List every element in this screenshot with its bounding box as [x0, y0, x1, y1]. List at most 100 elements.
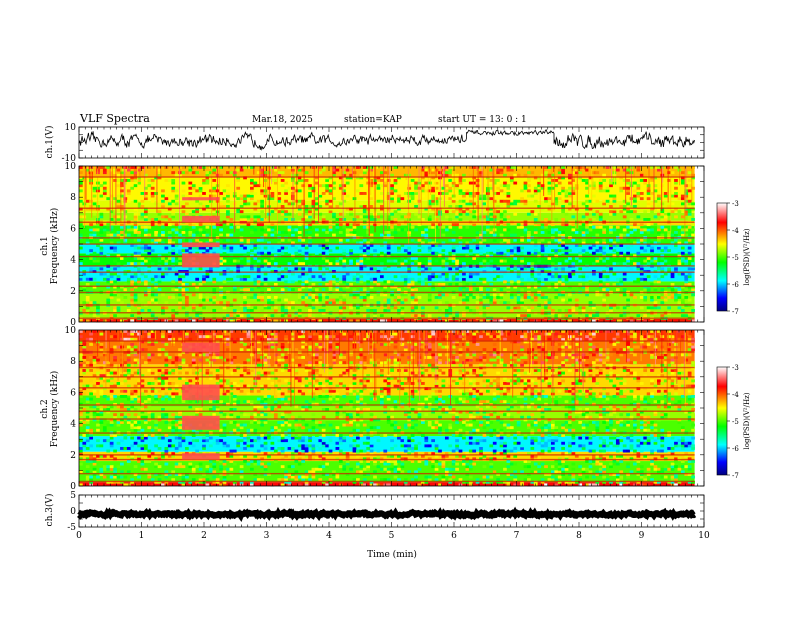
spectrogram-cell [100, 195, 104, 198]
spectrogram-cell [260, 200, 264, 203]
spectrogram-cell [223, 252, 227, 255]
spectrogram-cell [120, 364, 124, 367]
spectrogram-cell [134, 273, 138, 276]
spectrogram-cell [240, 195, 244, 198]
spectrogram-cell [400, 306, 404, 309]
spectrogram-cell [96, 309, 100, 312]
spectrogram-cell [647, 306, 651, 309]
spectrogram-cell [161, 330, 165, 333]
spectrogram-cell [349, 262, 353, 265]
spectrogram-cell [370, 179, 374, 182]
spectrogram-cell [602, 288, 606, 291]
spectrogram-cell [325, 239, 329, 242]
spectrogram-cell [530, 267, 534, 270]
spectrogram-cell [82, 346, 86, 349]
spectrogram-cell [650, 283, 654, 286]
spectrogram-cell [678, 210, 682, 213]
spectrogram-cell [277, 278, 281, 281]
spectrogram-cell [243, 306, 247, 309]
spectrogram-cell [609, 306, 613, 309]
spectrogram-cell [154, 301, 158, 304]
spectrogram-cell [151, 434, 155, 437]
spectrogram-cell [130, 398, 134, 401]
spectrogram-cell [89, 444, 93, 447]
spectrogram-cell [315, 249, 319, 252]
spectrogram-cell [599, 184, 603, 187]
spectrogram-cell [349, 252, 353, 255]
sferic-streak [691, 166, 692, 201]
spectrogram-cell [264, 283, 268, 286]
spectrogram-cell [561, 299, 565, 302]
spectrogram-cell [240, 205, 244, 208]
spectrogram-cell [110, 296, 114, 299]
spectrogram-cell [86, 252, 90, 255]
spectrogram-cell [496, 205, 500, 208]
spectrogram-cell [113, 476, 117, 479]
spectrogram-cell [100, 215, 104, 218]
spectrogram-cell [455, 267, 459, 270]
spectrogram-cell [332, 234, 336, 237]
spectrogram-cell [168, 231, 172, 234]
spectrogram-cell [141, 416, 145, 419]
spectrogram-cell [660, 210, 664, 213]
spectrogram-cell [527, 179, 531, 182]
sferic-streak [115, 166, 116, 225]
spectrogram-cell [476, 231, 480, 234]
spectrogram-cell [329, 280, 333, 283]
spectrogram-cell [599, 215, 603, 218]
spectrogram-cell [294, 260, 298, 263]
spectrogram-cell [489, 275, 493, 278]
spectrogram-cell [541, 223, 545, 226]
spectrogram-cell [520, 239, 524, 242]
spectrogram-cell [452, 197, 456, 200]
spectrogram-cell [141, 205, 145, 208]
sferic-streak [298, 166, 299, 170]
spectrogram-cell [171, 372, 175, 375]
spectrogram-cell [660, 314, 664, 317]
spectrogram-cell [294, 228, 298, 231]
spectrogram-cell [322, 226, 326, 229]
spectrogram-cell [284, 293, 288, 296]
spectrogram-cell [623, 205, 627, 208]
spectrogram-cell [431, 169, 435, 172]
sferic-streak [112, 166, 113, 211]
spectrogram-cell [154, 239, 158, 242]
spectrogram-cell [178, 249, 182, 252]
spectrogram-cell [89, 267, 93, 270]
spectrogram-cell [199, 189, 203, 192]
spectrogram-cell [524, 174, 528, 177]
spectrogram-cell [363, 273, 367, 276]
spectrogram-cell [602, 247, 606, 250]
spectrogram-cell [489, 218, 493, 221]
spectrogram-cell [609, 309, 613, 312]
spectrogram-cell [161, 348, 165, 351]
spectrogram-cell [281, 184, 285, 187]
spectrogram-cell [267, 299, 271, 302]
spectrogram-cell [428, 260, 432, 263]
spectrogram-cell [339, 231, 343, 234]
spectrogram-cell [442, 260, 446, 263]
spectrogram-cell [171, 228, 175, 231]
spectrogram-cell [657, 267, 661, 270]
spectrogram-cell [370, 234, 374, 237]
spectrogram-cell [380, 205, 384, 208]
spectrogram-cell [144, 280, 148, 283]
spectrogram-cell [674, 215, 678, 218]
spectrogram-cell [445, 273, 449, 276]
spectrogram-cell [500, 200, 504, 203]
spectrogram-cell [476, 234, 480, 237]
spectrogram-cell [524, 228, 528, 231]
spectrogram-cell [171, 330, 175, 333]
spectrogram-cell [688, 184, 692, 187]
spectrogram-cell [554, 249, 558, 252]
spectrogram-cell [438, 309, 442, 312]
spectrogram-cell [175, 429, 179, 432]
spectrogram-cell [144, 218, 148, 221]
spectrogram-cell [123, 434, 127, 437]
spectrogram-cell [100, 390, 104, 393]
spectrogram-cell [325, 187, 329, 190]
spectrogram-cell [459, 283, 463, 286]
spectrogram-cell [178, 372, 182, 375]
spectrogram-cell [165, 364, 169, 367]
spectrogram-cell [110, 278, 114, 281]
